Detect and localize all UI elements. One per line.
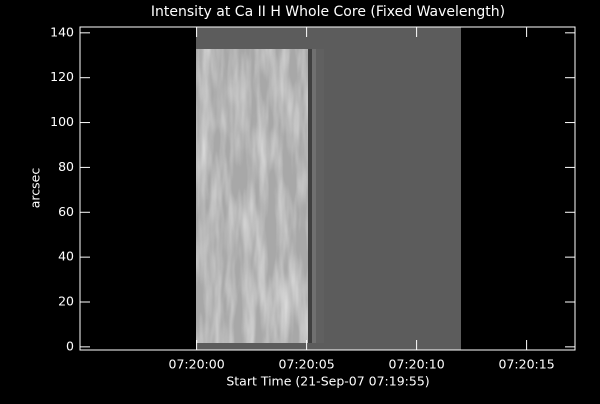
x-tick-label: 07:20:15	[499, 357, 555, 372]
y-axis-label: arcsec	[28, 168, 43, 209]
y-tick-label: 40	[58, 249, 74, 264]
y-tick-label: 60	[58, 204, 74, 219]
y-tick-label: 140	[50, 24, 74, 39]
image-edge	[312, 49, 316, 343]
image-edge	[308, 49, 312, 343]
image	[196, 27, 461, 350]
image-texture	[196, 49, 308, 343]
y-tick-label: 20	[58, 293, 74, 308]
y-tick-label: 120	[50, 69, 74, 84]
y-tick-label: 0	[66, 338, 74, 353]
x-tick-label: 07:20:10	[389, 357, 445, 372]
y-tick-label: 80	[58, 159, 74, 174]
chart-title: Intensity at Ca II H Whole Core (Fixed W…	[151, 4, 505, 20]
x-tick-label: 07:20:00	[169, 357, 225, 372]
x-axis-label: Start Time (21-Sep-07 07:19:55)	[226, 374, 429, 389]
x-tick-label: 07:20:05	[279, 357, 335, 372]
y-tick-label: 100	[50, 114, 74, 129]
image-edge	[316, 49, 324, 343]
plot-frame	[79, 26, 576, 351]
